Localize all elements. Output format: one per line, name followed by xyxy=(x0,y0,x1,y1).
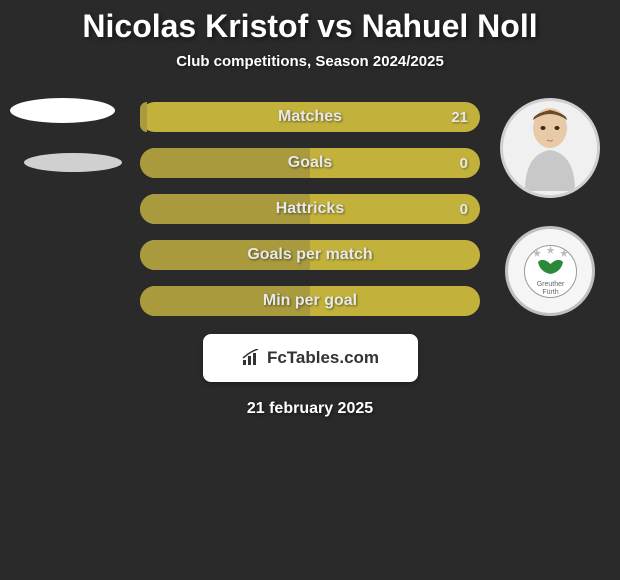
brand-text: FcTables.com xyxy=(267,348,379,368)
stat-bar-matches: Matches 21 xyxy=(140,102,480,132)
player-left-placeholder-bottom xyxy=(24,153,122,172)
stat-label: Hattricks xyxy=(276,200,344,218)
stat-rows: Matches 21 Goals 0 Hattricks 0 Goals per… xyxy=(140,102,480,332)
brand-logo-box[interactable]: FcTables.com xyxy=(203,334,418,382)
brand-logo-text: FcTables.com xyxy=(241,348,379,368)
club-badge-icon: Greuther Fürth xyxy=(523,244,578,299)
stats-area: Greuther Fürth Matches 21 xyxy=(0,98,620,318)
player-left-placeholder-top xyxy=(10,98,115,123)
main-container: Nicolas Kristof vs Nahuel Noll Club comp… xyxy=(0,0,620,418)
stat-bar-goals: Goals 0 xyxy=(140,148,480,178)
svg-text:Greuther: Greuther xyxy=(536,281,564,288)
club-logo-right: Greuther Fürth xyxy=(505,226,595,316)
stat-label: Goals xyxy=(288,154,332,172)
comparison-subtitle: Club competitions, Season 2024/2025 xyxy=(0,53,620,70)
stat-bar-mpg: Min per goal xyxy=(140,286,480,316)
stat-label: Goals per match xyxy=(247,246,372,264)
stat-right-value: 0 xyxy=(460,201,468,218)
stat-bar-gpm: Goals per match xyxy=(140,240,480,270)
svg-text:Fürth: Fürth xyxy=(542,289,558,296)
stat-right-value: 0 xyxy=(460,155,468,172)
comparison-title: Nicolas Kristof vs Nahuel Noll xyxy=(0,8,620,45)
chart-icon xyxy=(241,349,263,367)
stat-right-value: 21 xyxy=(451,109,468,126)
player-silhouette-icon xyxy=(515,106,585,191)
date-text: 21 february 2025 xyxy=(0,400,620,418)
player-right-avatar-group: Greuther Fürth xyxy=(500,98,600,316)
stat-label: Matches xyxy=(278,108,342,126)
player-left-avatar-group xyxy=(10,98,122,172)
stat-bar-hattricks: Hattricks 0 xyxy=(140,194,480,224)
player-right-photo xyxy=(500,98,600,198)
stat-label: Min per goal xyxy=(263,292,357,310)
